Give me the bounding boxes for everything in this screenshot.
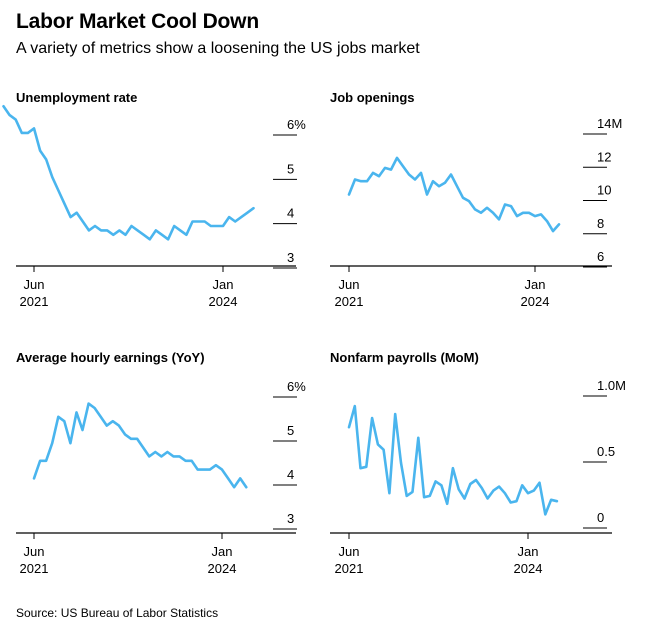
panel-title: Average hourly earnings (YoY) [16, 350, 205, 365]
x-tick-label: Jan [212, 544, 233, 559]
x-tick-label: Jun [339, 277, 360, 292]
x-tick-label: 2024 [521, 294, 550, 309]
x-tick-label: 2021 [335, 294, 364, 309]
x-tick-label: 2024 [209, 294, 238, 309]
y-tick-label: 3 [287, 511, 294, 526]
y-tick-label: 3 [287, 250, 294, 265]
y-tick-label: 8 [597, 216, 604, 231]
x-tick-label: Jun [24, 544, 45, 559]
x-tick-label: 2024 [514, 561, 543, 576]
panel-title: Unemployment rate [16, 90, 137, 105]
x-tick-label: Jun [339, 544, 360, 559]
y-tick-label: 4 [287, 206, 294, 221]
panel-title: Nonfarm payrolls (MoM) [330, 350, 479, 365]
x-tick-label: 2024 [208, 561, 237, 576]
y-tick-label: 6% [287, 117, 306, 132]
x-tick-label: 2021 [20, 561, 49, 576]
y-tick-label: 5 [287, 161, 294, 176]
y-tick-label: 6% [287, 379, 306, 394]
y-tick-label: 0.5 [597, 444, 615, 459]
x-tick-label: 2021 [20, 294, 49, 309]
x-tick-label: Jan [525, 277, 546, 292]
x-tick-label: Jan [518, 544, 539, 559]
chart-title: Labor Market Cool Down [16, 10, 259, 33]
y-tick-label: 12 [597, 149, 611, 164]
y-tick-label: 4 [287, 467, 294, 482]
x-tick-label: Jan [213, 277, 234, 292]
y-tick-label: 1.0M [597, 378, 626, 393]
y-tick-label: 10 [597, 183, 611, 198]
chart-subtitle: A variety of metrics show a loosening th… [16, 40, 420, 57]
series-line [347, 404, 559, 516]
y-tick-label: 14M [597, 116, 622, 131]
series-line [32, 402, 248, 489]
series-line [347, 156, 561, 233]
y-tick-label: 0 [597, 510, 604, 525]
series-line [2, 105, 255, 241]
source-note: Source: US Bureau of Labor Statistics [16, 606, 219, 620]
panel-title: Job openings [330, 90, 415, 105]
y-tick-label: 5 [287, 423, 294, 438]
x-tick-label: 2021 [335, 561, 364, 576]
y-tick-label: 6 [597, 249, 604, 264]
x-tick-label: Jun [24, 277, 45, 292]
